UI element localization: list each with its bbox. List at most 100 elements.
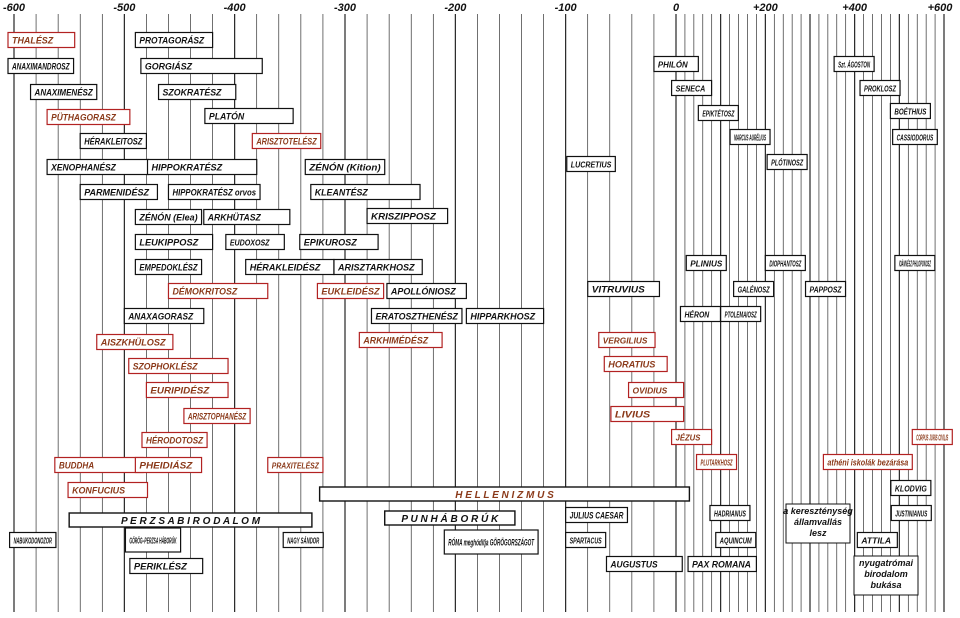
timeline-periods: H E L L E N I Z M U S P E R Z S A B I R O… xyxy=(68,486,691,528)
period-perzsa: P E R Z S A B I R O D A L O M xyxy=(68,512,313,528)
entry-label: KRISZIPPOSZ xyxy=(371,212,437,223)
axis-tick-label: -300 xyxy=(334,2,357,14)
entry-parmenidesz: PARMENIDÉSZ xyxy=(79,183,159,201)
entry-label: PROKLOSZ xyxy=(864,85,897,94)
period-label: P E R Z S A B I R O D A L O M xyxy=(121,516,261,527)
entry-papposz: PAPPOSZ xyxy=(804,280,847,298)
entry-box xyxy=(96,333,174,351)
entry-box xyxy=(157,83,237,101)
entry-plinius: PLINIUS xyxy=(685,254,727,272)
entry-label: BUDDHA xyxy=(59,461,94,472)
entry-box xyxy=(605,555,683,573)
entry-attila: ATTILA xyxy=(856,531,898,549)
entry-label: HÉRAKLEITOSZ xyxy=(84,137,143,148)
note-line: államvallás xyxy=(794,517,842,527)
entry-label: GALÉNOSZ xyxy=(738,286,771,295)
entry-box xyxy=(79,183,159,201)
entry-boethius: BOÉTHIUS xyxy=(889,102,932,120)
entry-hippokratesz: HIPPOKRATÉSZ xyxy=(146,158,258,176)
axis-tick-label: +200 xyxy=(753,2,779,14)
entry-label: APOLLÓNIOSZ xyxy=(390,286,457,298)
entry-label: PLÓTINOSZ xyxy=(771,159,804,168)
entry-euripidesz: EURIPIDÉSZ xyxy=(145,381,229,399)
period-box xyxy=(318,486,691,502)
entry-label: XENOPHANÉSZ xyxy=(50,163,117,174)
period-hellenizmus: H E L L E N I Z M U S xyxy=(318,486,691,502)
entry-spartacus: SPARTACUS xyxy=(565,531,607,549)
note-box xyxy=(853,555,919,596)
entry-label: PERIKLÉSZ xyxy=(134,562,188,573)
entry-label: Szt. ÁGOSTON xyxy=(838,61,870,70)
entry-label: PARMENIDÉSZ xyxy=(84,188,150,199)
entry-box xyxy=(310,183,421,201)
entry-box xyxy=(134,31,214,49)
entry-box xyxy=(603,355,668,373)
entry-herakleidesz: HÉRAKLEIDÉSZ xyxy=(245,258,335,276)
entry-box xyxy=(598,331,656,349)
entry-label: ERATOSZTHENÉSZ xyxy=(375,312,459,323)
entry-arisztotelesz: ARISZTOTELÉSZ xyxy=(251,132,322,150)
entry-box xyxy=(145,381,229,399)
entry-hadrianus: HADRIANUS xyxy=(709,504,751,522)
entry-box xyxy=(316,282,385,300)
entry-box xyxy=(7,57,75,75)
entry-box xyxy=(670,79,713,97)
entry-box xyxy=(386,282,467,300)
entry-diophantosz: DIOPHANTOSZ xyxy=(764,254,806,272)
entry-label: KONFUCIUS xyxy=(72,486,126,497)
entry-box xyxy=(894,254,936,272)
entry-label: OVIDIUS xyxy=(633,387,668,396)
entry-gorog-perzsa: GÖRÖG–PERZSA HÁBORÚK xyxy=(124,527,182,553)
entry-box xyxy=(890,479,932,497)
entry-label: HIPPOKRATÉSZ xyxy=(152,163,224,174)
axis-tick-label: +400 xyxy=(842,2,868,14)
entry-vergilius: VERGILIUS xyxy=(598,331,656,349)
entry-label: SPARTACUS xyxy=(570,537,602,546)
entry-pheidiasz: PHEIDIÁSZ xyxy=(134,456,203,474)
entry-box xyxy=(697,104,739,122)
note-line: lesz xyxy=(809,528,827,538)
entry-box xyxy=(685,254,727,272)
entry-marcus-aurelius: MARCUS AURÉLIUS xyxy=(729,128,771,146)
entry-label: ARISZTARKHOSZ xyxy=(337,263,416,274)
axis-tick-label: -400 xyxy=(224,2,247,14)
entry-box xyxy=(7,31,76,49)
entry-box xyxy=(358,331,443,349)
entry-label: EURIPIDÉSZ xyxy=(150,386,210,397)
entry-plotinosz: PLÓTINOSZ xyxy=(766,153,808,171)
entry-puthagorasz: PÜTHAGORASZ xyxy=(46,108,131,126)
note-line: nyugatrómai xyxy=(859,558,914,568)
entry-anaximenesz: ANAXIMENÉSZ xyxy=(29,83,98,101)
entry-label: LEUKIPPOSZ xyxy=(139,238,199,249)
axis-tick-label: 0 xyxy=(673,2,680,14)
entry-label: JUSTINIANUS xyxy=(895,510,927,519)
entry-label: EUDOXOSZ xyxy=(230,239,271,248)
entry-label: AUGUSTUS xyxy=(610,560,659,571)
entry-box xyxy=(203,208,291,226)
entry-box xyxy=(79,132,147,150)
entry-box xyxy=(565,531,607,549)
entry-label: PHEIDIÁSZ xyxy=(139,461,193,472)
entry-label: ARKHIMÉDÉSZ xyxy=(362,336,429,347)
year-axis-labels: -600 -500 -400 -300 -200 -100 0 +200 +400 +600 xyxy=(3,2,953,14)
entry-box xyxy=(146,158,258,176)
entry-ioannesz: IOÁNNÉSZ PHILOPONOSZ xyxy=(894,254,936,272)
entry-box xyxy=(729,128,771,146)
entry-label: EPIKTÉTOSZ xyxy=(702,110,735,119)
entry-label: AQUINCUM xyxy=(719,537,752,546)
entry-label: HADRIANUS xyxy=(714,510,746,519)
entry-eukleidesz: EUKLEIDÉSZ xyxy=(316,282,385,300)
entry-philon: PHILÓN xyxy=(653,55,699,73)
entry-box xyxy=(856,531,898,549)
entry-box xyxy=(804,280,847,298)
note-line: a kereszténység xyxy=(783,506,853,516)
entry-label: PAPPOSZ xyxy=(810,286,843,295)
entry-jezus: JÉZUS xyxy=(670,428,713,446)
timeline-entries: THALÉSZ PROTAGORÁSZ ANAXIMANDROSZ GORGIÁSZ A… xyxy=(7,31,953,575)
entry-label: DIOPHANTOSZ xyxy=(769,260,802,269)
entry-label: PLINIUS xyxy=(690,260,723,269)
period-box xyxy=(68,512,313,528)
entry-box xyxy=(566,155,616,173)
entry-label: MARCUS AURÉLIUS xyxy=(734,134,766,143)
